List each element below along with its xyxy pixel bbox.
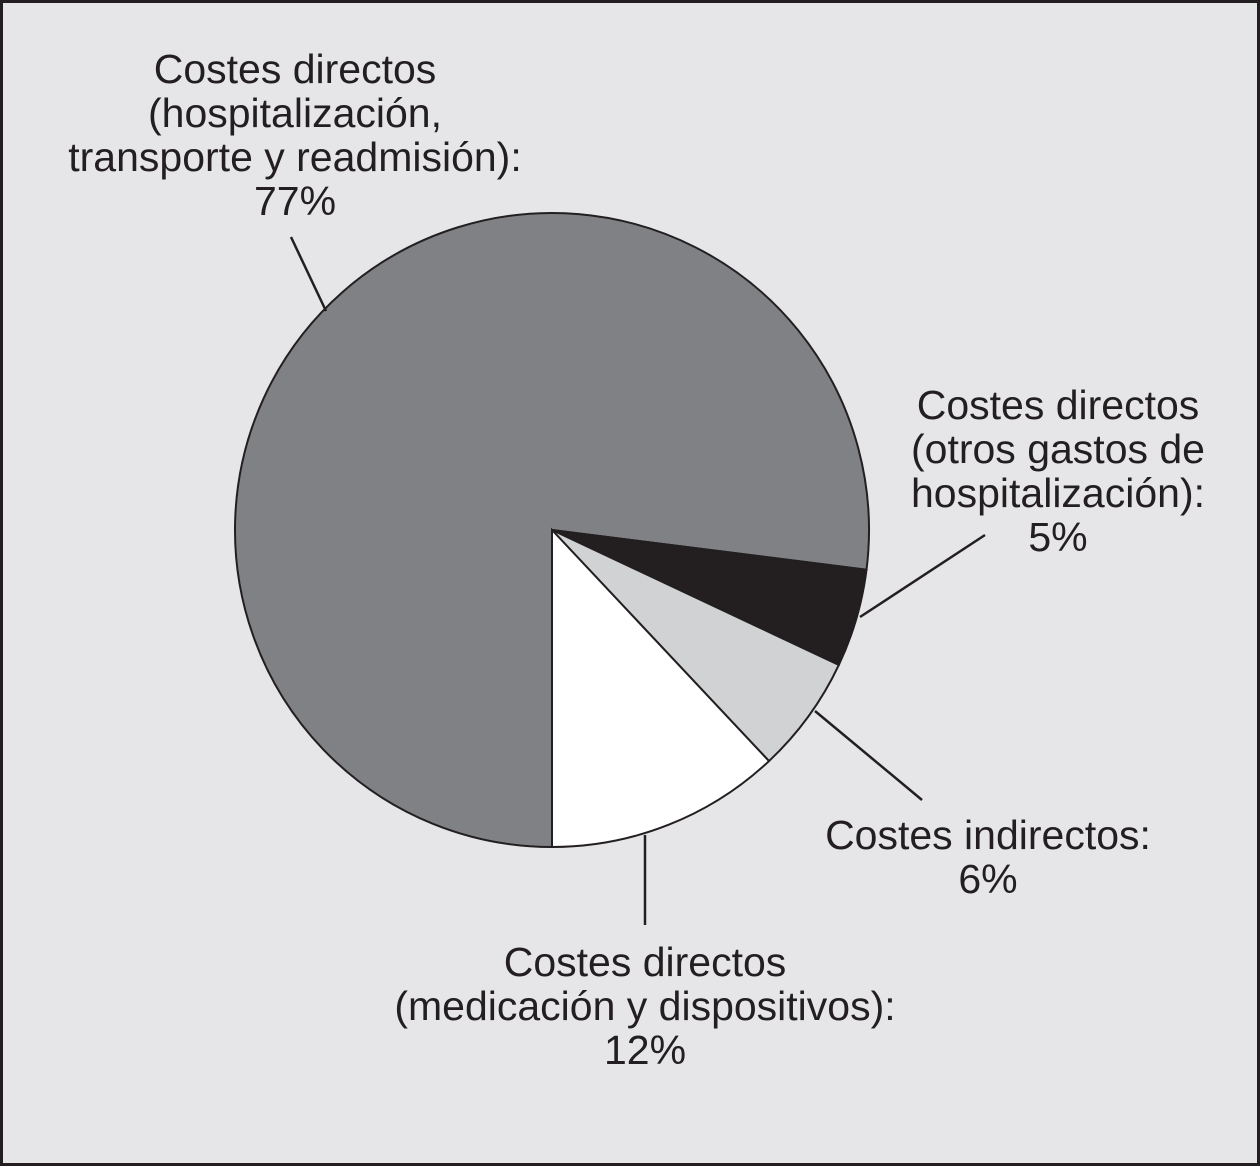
value-label: 77% (254, 178, 336, 224)
value-label: 5% (1028, 514, 1087, 560)
slice-label: transporte y readmisión): (68, 134, 521, 180)
slice-label: Costes directos (504, 939, 787, 985)
leader-line (859, 533, 986, 619)
slice-label: (otros gastos de (911, 426, 1205, 472)
value-label: 12% (604, 1027, 686, 1073)
pie-slice (551, 527, 771, 849)
slice-label: Costes indirectos: (825, 812, 1151, 858)
slice-label: (hospitalización, (148, 90, 442, 136)
value-label: 6% (958, 856, 1017, 902)
slice-label: Costes directos (917, 382, 1200, 428)
leader-line (289, 236, 328, 312)
leader-line (814, 710, 923, 801)
slice-label: (medicación y dispositivos): (394, 983, 895, 1029)
slice-label: Costes directos (154, 46, 437, 92)
slice-label: hospitalización): (911, 470, 1205, 516)
pie-slice (551, 529, 841, 763)
